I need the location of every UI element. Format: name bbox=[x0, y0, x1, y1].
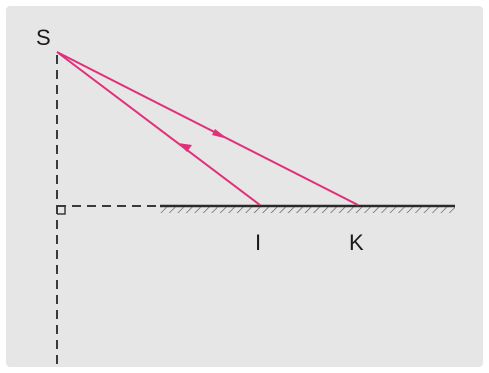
ray-s-to-i bbox=[56, 51, 261, 206]
label-s: S bbox=[36, 25, 51, 50]
label-k: K bbox=[349, 230, 364, 255]
mirror-hatching bbox=[160, 207, 455, 213]
right-angle-mark bbox=[57, 206, 66, 215]
ray-s-to-k bbox=[56, 51, 359, 206]
arrow-on-ray-i bbox=[178, 143, 192, 152]
arrow-on-ray-k bbox=[212, 129, 228, 139]
label-i: I bbox=[255, 230, 261, 255]
